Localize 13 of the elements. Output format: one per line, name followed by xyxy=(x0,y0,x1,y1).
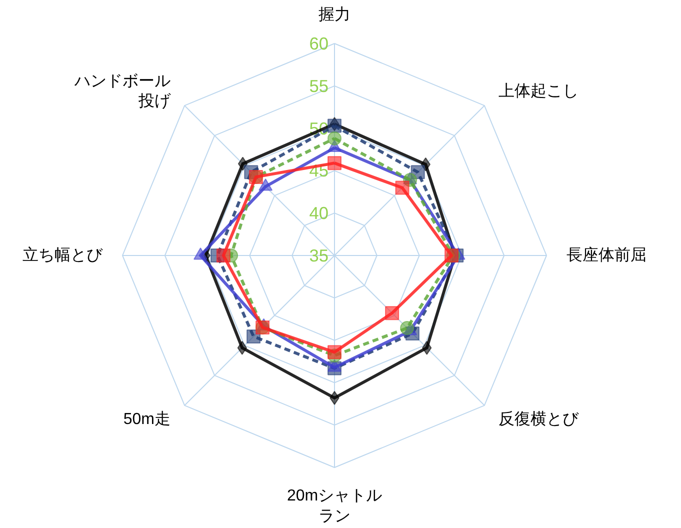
spoke-label: 長座体前屈 xyxy=(566,246,646,264)
spoke-label: ハンドボール投げ xyxy=(73,72,172,110)
y-tick-label: 45 xyxy=(309,160,329,181)
spoke-label: 反復横とび xyxy=(498,410,580,428)
spoke-label: 上体起こし xyxy=(498,82,579,100)
spoke-label: 立ち幅とび xyxy=(22,246,104,264)
spoke-label: 握力 xyxy=(318,6,350,24)
spoke-label: 20mシャトルラン xyxy=(286,488,382,525)
y-tick-label: 55 xyxy=(309,76,329,96)
y-tick-label: 60 xyxy=(309,34,329,54)
y-tick-label: 35 xyxy=(309,246,329,266)
y-tick-label: 40 xyxy=(309,203,329,224)
spoke-label: 50m走 xyxy=(123,410,170,428)
